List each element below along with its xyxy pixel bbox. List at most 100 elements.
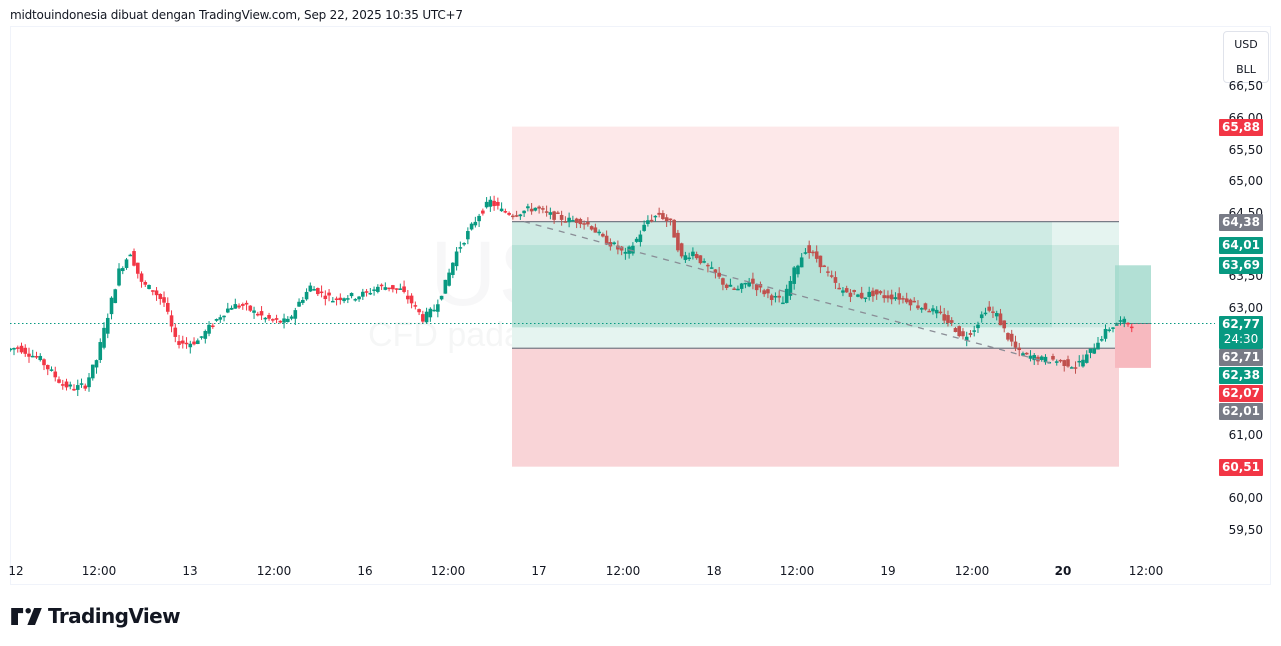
candle-body [1129, 326, 1134, 329]
candle-body [477, 215, 481, 222]
candle-body [488, 199, 493, 207]
candle-body [72, 388, 76, 391]
price-tag-value: 64,38 [1222, 215, 1260, 229]
candle-body [758, 283, 763, 288]
candle-body [372, 289, 376, 291]
candle-body [27, 353, 31, 357]
candle-body [364, 291, 369, 293]
candle-body [124, 259, 129, 268]
candle-body [897, 293, 901, 300]
candle-body [533, 207, 538, 211]
price-tag: 62,07 [1219, 385, 1263, 402]
candle-body [863, 297, 868, 300]
candle-body [814, 251, 819, 259]
price-tag: 62,01 [1219, 403, 1263, 420]
candle-body [492, 200, 496, 207]
candle-body [927, 310, 932, 313]
candle-body [822, 265, 826, 268]
candle-body [1021, 353, 1025, 356]
tradingview-logo[interactable]: TradingView [11, 604, 181, 628]
candle-body [1084, 354, 1089, 363]
candle-body [312, 289, 316, 291]
candle-body [1111, 327, 1115, 329]
price-tag: 62,38 [1219, 367, 1263, 384]
candle-body [331, 300, 335, 303]
candle-body [784, 288, 789, 303]
candle-body [406, 295, 410, 300]
candle-body [1009, 333, 1014, 342]
candle-body [803, 252, 808, 254]
candle-body [1073, 367, 1078, 369]
candle-body [769, 295, 774, 300]
candle-body [120, 268, 125, 272]
candle-body [1017, 347, 1022, 351]
candle-body [346, 298, 350, 300]
candle-body [653, 215, 658, 218]
candle-body [1054, 361, 1059, 363]
candle-body [282, 318, 286, 323]
profit-zone-fill-right [1052, 245, 1119, 328]
candle-body [721, 278, 725, 285]
price-tag: 60,51 [1219, 459, 1263, 476]
candle-body [376, 286, 380, 292]
candle-body [1066, 359, 1070, 367]
candle-body [413, 305, 418, 307]
stop-zone [512, 126, 1119, 222]
candle-body [908, 299, 913, 306]
time-tick: 12:00 [779, 564, 815, 578]
time-tick: 20 [1054, 564, 1072, 578]
candle-body [150, 290, 155, 292]
time-tick: 12 [8, 564, 24, 578]
candle-body [878, 291, 883, 294]
candle-body [274, 318, 279, 320]
price-tag-value: 62,07 [1222, 386, 1260, 400]
candle-body [105, 317, 110, 334]
candle-body [683, 255, 688, 260]
candle-body [233, 304, 238, 309]
price-tick: 61,00 [1228, 427, 1263, 442]
candle-body [541, 208, 545, 210]
candle-body [788, 280, 793, 296]
candle-body [162, 297, 166, 303]
candle-body [702, 261, 706, 263]
candle-body [732, 288, 736, 291]
time-tick: 12:00 [954, 564, 990, 578]
candle-body [931, 308, 935, 312]
candle-body [919, 308, 924, 310]
candle-body [286, 318, 290, 323]
candle-body [225, 308, 230, 313]
chart-frame [10, 26, 1271, 585]
candle-body [203, 331, 208, 339]
candle-body [691, 251, 695, 257]
candle-body [304, 291, 309, 300]
candle-body [391, 285, 395, 290]
candle-body [518, 214, 523, 217]
candle-body [135, 262, 140, 274]
candle-body [657, 212, 661, 215]
candle-body [49, 369, 54, 371]
candle-body [278, 320, 283, 323]
candle-body [496, 201, 500, 206]
candle-body [728, 284, 733, 287]
small-position-stop [1115, 323, 1151, 368]
candle-body [98, 342, 103, 360]
price-chart[interactable] [10, 26, 1215, 560]
candle-body [829, 275, 834, 277]
candle-body [961, 331, 965, 337]
candle-body [45, 365, 50, 370]
candle-body [256, 313, 260, 316]
currency-unit-button[interactable]: USD BLL [1223, 31, 1269, 83]
candle-body [447, 272, 451, 286]
candle-body [267, 314, 271, 319]
candle-body [559, 214, 564, 220]
candle-body [991, 311, 995, 313]
time-tick: 16 [357, 564, 373, 578]
candle-body [259, 311, 264, 316]
candle-body [837, 287, 841, 290]
candle-body [1103, 328, 1108, 339]
candle-body [424, 311, 429, 323]
candle-body [848, 292, 853, 297]
candle-body [747, 282, 751, 287]
price-tick: 66,50 [1228, 79, 1263, 94]
candle-body [451, 262, 455, 275]
